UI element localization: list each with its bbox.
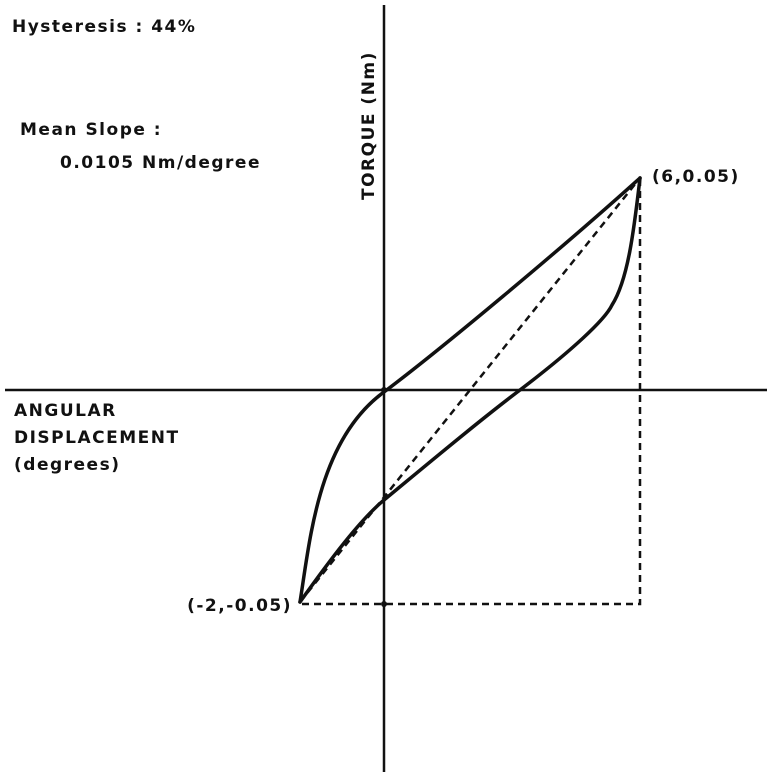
axis-point (381, 601, 387, 607)
mean-slope-line (299, 177, 641, 603)
x-axis-label: DISPLACEMENT (14, 428, 180, 448)
mean-slope-label: Mean Slope : (20, 120, 162, 140)
loading-curve (298, 176, 642, 604)
mean-slope-value: 0.0105 Nm/degree (60, 153, 261, 173)
x-axis-label: ANGULAR (14, 401, 117, 421)
point-label: (6,0.05) (652, 167, 740, 187)
y-axis-label: TORQUE (Nm) (359, 51, 379, 200)
unloading-curve (298, 176, 642, 604)
hysteresis-text: Hysteresis : 44% (12, 17, 196, 37)
bounding-lines (302, 180, 642, 606)
x-axis-label: (degrees) (14, 455, 120, 475)
point-label: (-2,-0.05) (187, 596, 292, 616)
